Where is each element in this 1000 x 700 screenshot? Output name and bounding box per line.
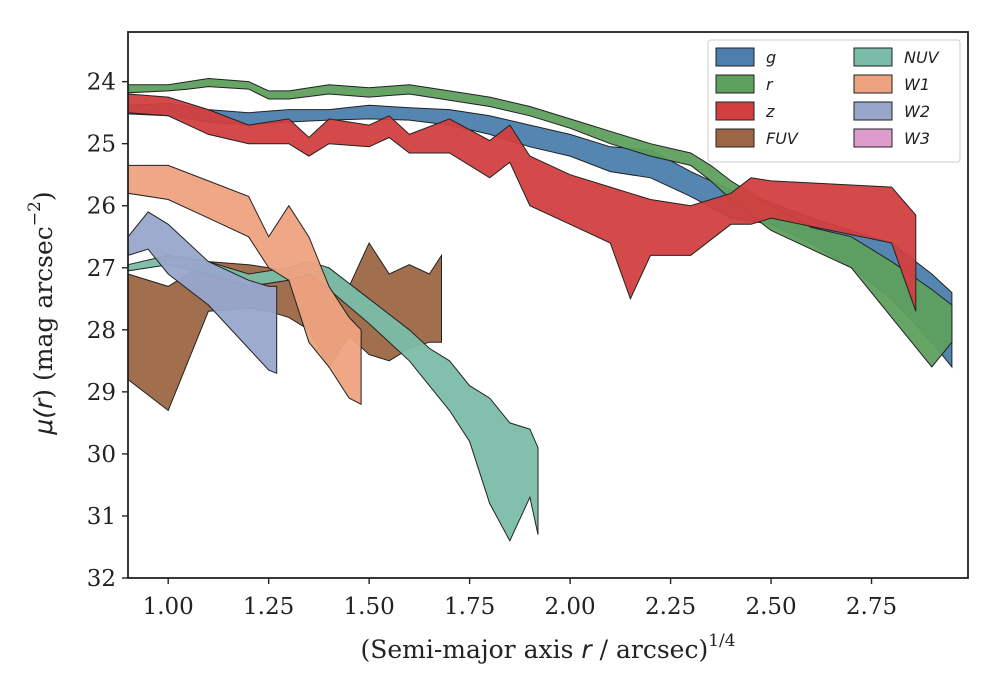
legend-swatch (715, 74, 755, 94)
y-tick-label: 26 (87, 194, 116, 220)
x-tick-label: 2.75 (846, 594, 897, 620)
band-w1 (127, 164, 362, 406)
x-tick-label: 2.25 (645, 594, 696, 620)
y-tick-label: 32 (87, 566, 116, 592)
x-axis: 1.00 1.25 1.50 1.75 2.00 2.25 2.50 2.75 (143, 578, 897, 620)
legend-swatch (853, 101, 893, 121)
legend-label: z (765, 102, 775, 121)
legend-label: W3 (904, 129, 930, 148)
x-axis-label-exponent: 1/4 (708, 631, 735, 651)
legend-label: r (766, 75, 774, 94)
y-tick-label: 28 (87, 318, 116, 344)
y-axis-label-exponent: −2 (25, 201, 45, 226)
y-axis: 24 25 26 27 28 29 30 31 32 (87, 70, 128, 592)
y-tick-label: 27 (87, 256, 116, 282)
x-tick-label: 1.00 (143, 594, 194, 620)
legend-swatch (715, 47, 755, 67)
legend-label: g (766, 48, 776, 67)
band-w2 (127, 211, 278, 375)
y-axis-label-part: μ( (29, 408, 58, 436)
legend-swatch (853, 128, 893, 148)
legend-box (707, 39, 961, 163)
band-r (127, 77, 953, 368)
y-axis-label-part: ) (29, 191, 58, 201)
y-tick-label: 29 (87, 380, 116, 406)
series-bands (127, 77, 953, 542)
x-axis-label-part: / arcsec) (592, 635, 709, 664)
x-axis-label: (Semi-major axis r / arcsec)1/4 (360, 631, 735, 664)
legend: grz FUV NUV W1 W2 W3 (707, 39, 961, 163)
legend-swatch (715, 128, 755, 148)
y-tick-label: 24 (87, 70, 116, 96)
plot-frame (127, 31, 969, 579)
x-tick-label: 1.50 (344, 594, 395, 620)
band-z (127, 93, 917, 312)
x-tick-label: 2.50 (745, 594, 796, 620)
legend-label: W2 (904, 102, 930, 121)
legend-swatch (853, 47, 893, 67)
y-axis-label-var: r (29, 397, 58, 409)
y-tick-label: 30 (87, 442, 116, 468)
legend-swatch (853, 74, 893, 94)
legend-swatch (715, 101, 755, 121)
legend-label: FUV (766, 129, 799, 148)
y-axis-label-part: ) (mag arcsec (29, 226, 58, 399)
x-tick-label: 1.75 (444, 594, 495, 620)
x-tick-label: 1.25 (243, 594, 294, 620)
y-tick-label: 31 (87, 504, 116, 530)
x-axis-label-part: (Semi-major axis (360, 635, 581, 664)
y-axis-label: μ(r) (mag arcsec−2) (25, 191, 58, 435)
x-axis-label-var: r (581, 635, 593, 664)
legend-label: W1 (904, 75, 930, 94)
y-tick-label: 25 (87, 132, 116, 158)
x-tick-label: 2.00 (544, 594, 595, 620)
legend-label: NUV (904, 48, 940, 67)
